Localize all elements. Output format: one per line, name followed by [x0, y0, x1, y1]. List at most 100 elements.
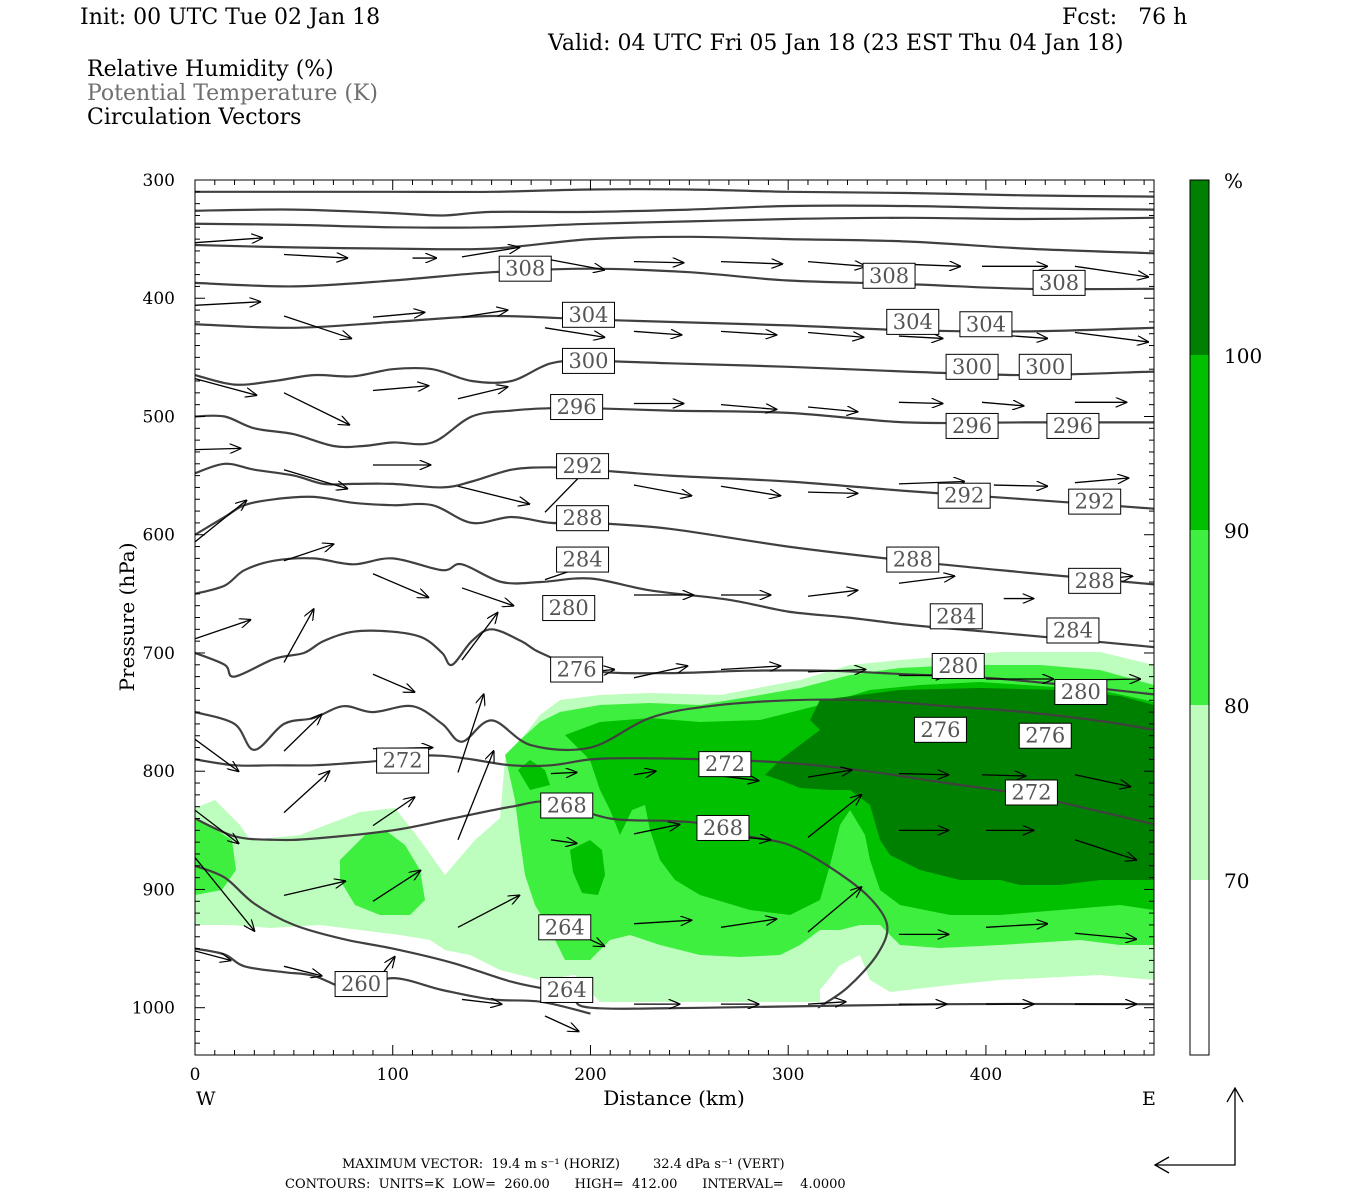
contour-label-text: 292	[944, 484, 984, 508]
contour-label-box	[862, 262, 916, 289]
circulation-vector	[457, 485, 529, 504]
contour-label-264: 264	[538, 914, 592, 941]
contour-label-box	[376, 747, 430, 774]
contour-label-text: 268	[547, 794, 587, 818]
theta-contour-272	[195, 754, 1154, 826]
circulation-vector	[720, 262, 782, 264]
x-tick-label: 300	[772, 1065, 804, 1085]
contour-label-box	[1018, 722, 1072, 749]
circulation-vector	[807, 1002, 846, 1004]
contour-label-box	[556, 546, 610, 573]
circulation-vector	[372, 797, 415, 827]
circulation-vector	[807, 670, 865, 672]
contour-label-box	[698, 751, 752, 778]
contour-label-304: 304	[561, 301, 615, 328]
circulation-vector	[195, 620, 250, 640]
theta-contour-268	[195, 800, 889, 1009]
contour-label-text: 300	[568, 349, 608, 373]
relative-humidity-shading	[195, 652, 1154, 1002]
init-time: Init: 00 UTC Tue 02 Jan 18	[80, 5, 381, 30]
x-tick-label: 0	[190, 1065, 201, 1085]
contour-label-text: 304	[568, 303, 608, 327]
contour-label-text: 292	[563, 454, 603, 478]
circulation-vector	[807, 887, 861, 933]
circulation-vector	[807, 407, 857, 412]
circulation-vector	[195, 302, 260, 306]
contour-label-text: 264	[547, 978, 587, 1002]
contour-label-296: 296	[945, 412, 999, 439]
circulation-vector	[807, 492, 857, 493]
circulation-vector	[720, 405, 776, 410]
circulation-vector	[898, 774, 948, 775]
contour-label-box	[945, 412, 999, 439]
contour-label-264: 264	[540, 976, 594, 1003]
legend-potential-temperature: Potential Temperature (K)	[87, 81, 378, 106]
contour-label-box	[931, 652, 985, 679]
circulation-vector	[807, 770, 852, 778]
contour-label-text: 300	[1025, 355, 1065, 379]
circulation-vector	[807, 590, 857, 597]
y-tick-label: 1000	[132, 999, 175, 1019]
contour-label-text: 272	[705, 752, 745, 776]
circulation-vector	[457, 751, 494, 841]
contour-label-box	[556, 505, 610, 532]
theta-contour-308	[195, 267, 1154, 291]
y-tick-label: 700	[143, 644, 175, 664]
contour-label-288: 288	[1068, 567, 1122, 594]
circulation-vector	[372, 871, 420, 902]
circulation-vector	[195, 809, 239, 843]
circulation-vector	[283, 965, 322, 975]
contour-label-box	[550, 394, 604, 421]
contour-label-304: 304	[886, 308, 940, 335]
contour-label-box	[1018, 353, 1072, 380]
contour-label-text: 280	[938, 654, 978, 678]
contour-label-text: 288	[563, 506, 603, 530]
contour-label-304: 304	[959, 311, 1013, 338]
colorbar-band-80	[1190, 530, 1209, 705]
contour-label-308: 308	[1032, 269, 1086, 296]
contour-label-text: 288	[1075, 569, 1115, 593]
colorbar-unit: %	[1224, 169, 1243, 193]
contour-label-text: 276	[1025, 724, 1065, 748]
circulation-vector	[457, 895, 519, 928]
circulation-vector	[720, 331, 776, 335]
contour-label-284: 284	[556, 546, 610, 573]
contour-label-text: 280	[549, 596, 589, 620]
colorbar-band-100	[1190, 180, 1209, 355]
reference-vector-key-icon	[1153, 1086, 1244, 1174]
circulation-vector	[457, 694, 484, 773]
contour-label-box	[696, 814, 750, 841]
circulation-vector	[807, 795, 861, 838]
circulation-vector	[1074, 932, 1136, 939]
footer-contour-info: CONTOURS: UNITS=K LOW= 260.00 HIGH= 412.…	[285, 1177, 846, 1192]
forecast-hour: Fcst: 76 h	[1062, 5, 1188, 30]
y-tick-label: 500	[143, 407, 175, 427]
circulation-vector	[993, 485, 1047, 486]
contour-label-280: 280	[931, 652, 985, 679]
theta-contour-296	[195, 406, 1154, 449]
circulation-vector	[283, 544, 333, 562]
contour-label-276: 276	[913, 716, 967, 743]
contour-label-box	[1046, 412, 1100, 439]
circulation-vector	[1074, 265, 1148, 277]
circulation-vector	[283, 469, 347, 489]
contour-label-box	[886, 546, 940, 573]
contour-label-box	[1004, 779, 1058, 806]
axis-tick-labels: 0 100 200 300 400 300 400 500 600 700 800 900 1000	[132, 171, 1002, 1085]
y-tick-label: 300	[143, 171, 175, 191]
contour-label-text: 284	[936, 604, 976, 628]
circulation-vector	[550, 772, 577, 773]
contour-label-308: 308	[862, 262, 916, 289]
colorbar-band-below-70	[1190, 880, 1209, 1055]
y-tick-label: 400	[143, 289, 175, 309]
x-axis-left-end-label: W	[196, 1088, 216, 1110]
y-axis-title: Pressure (hPa)	[115, 543, 139, 692]
contour-label-text: 260	[341, 972, 381, 996]
circulation-vector	[1074, 839, 1136, 860]
contour-label-272: 272	[698, 751, 752, 778]
circulation-vector	[633, 824, 679, 835]
circulation-vector	[633, 771, 656, 775]
contour-label-292: 292	[556, 453, 610, 480]
contour-label-text: 272	[1011, 781, 1051, 805]
